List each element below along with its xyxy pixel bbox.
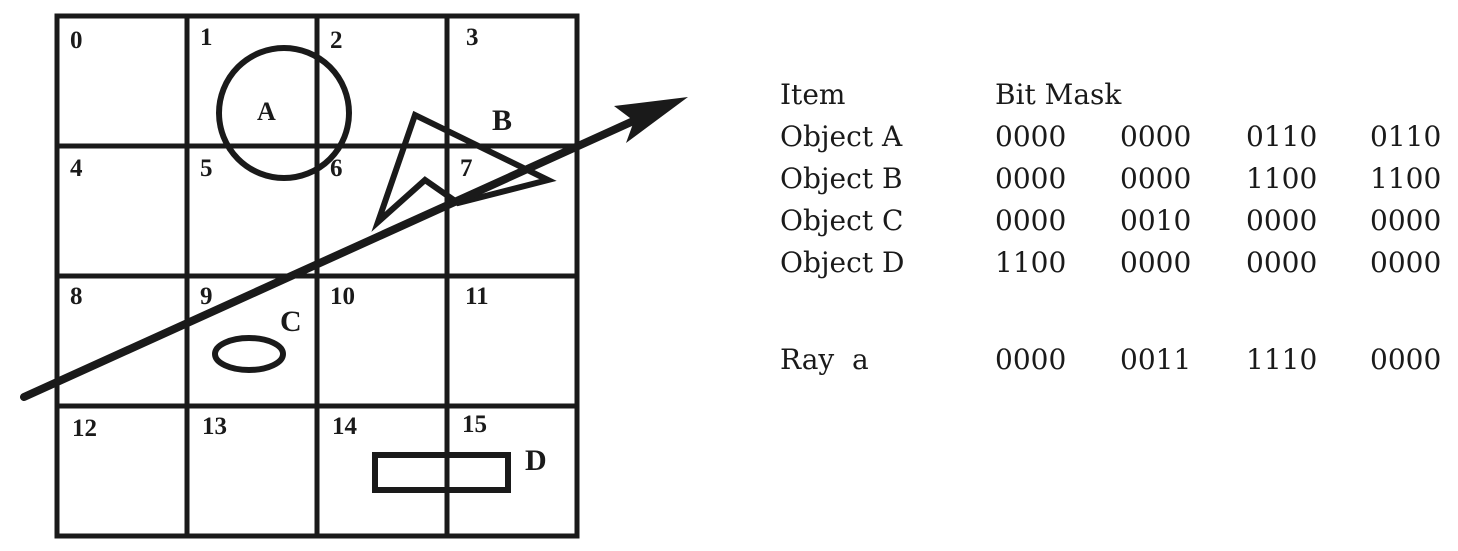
cell-number: 1	[200, 24, 213, 51]
row-bits: 1100	[995, 246, 1067, 279]
cell-number: 11	[465, 283, 489, 310]
cell-number: 3	[466, 24, 479, 51]
row-bits: 0000	[1370, 204, 1442, 237]
header-item: Item	[780, 78, 846, 111]
row-bits: 0000	[1246, 246, 1318, 279]
cell-number: 0	[70, 27, 83, 54]
cell-numbers: 0 1 2 3 4 5 6 7 8 9 10 11 12 13 14 15	[70, 24, 489, 442]
ray-bits: 1110	[1246, 343, 1318, 376]
cell-number: 6	[330, 155, 343, 182]
object-a-circle	[216, 45, 352, 181]
object-a-label: A	[257, 97, 276, 126]
spatial-grid-diagram: 0 1 2 3 4 5 6 7 8 9 10 11 12 13 14 15 A …	[20, 13, 688, 539]
cell-number: 5	[200, 155, 213, 182]
row-item: Object D	[780, 246, 905, 279]
ray-line	[20, 114, 644, 401]
row-bits: 1100	[1370, 162, 1442, 195]
object-d-rect	[372, 452, 511, 493]
row-item: Object B	[780, 162, 903, 195]
object-b-label: B	[492, 104, 512, 137]
row-bits: 0010	[1120, 204, 1192, 237]
row-bits: 1100	[1246, 162, 1318, 195]
cell-number: 2	[330, 27, 343, 54]
row-bits: 0000	[995, 162, 1067, 195]
ray-bits: 0011	[1120, 343, 1192, 376]
row-bits: 0000	[995, 204, 1067, 237]
row-bits: 0000	[1246, 204, 1318, 237]
cell-number: 8	[70, 283, 83, 310]
row-item: Object A	[780, 120, 903, 153]
row-bits: 0000	[1120, 162, 1192, 195]
ray-bits: 0000	[1370, 343, 1442, 376]
cell-number: 9	[200, 283, 213, 310]
row-item: Object C	[780, 204, 904, 237]
grid-lines	[54, 13, 580, 539]
row-bits: 0000	[995, 120, 1067, 153]
ray-arrowhead-icon	[614, 97, 688, 143]
row-bits: 0110	[1370, 120, 1442, 153]
cell-number: 7	[460, 155, 473, 182]
cell-number: 15	[462, 411, 487, 438]
row-bits: 0000	[1120, 120, 1192, 153]
object-c-ellipse	[212, 335, 286, 373]
row-bits: 0000	[1370, 246, 1442, 279]
object-c-label: C	[280, 305, 302, 338]
ray-bits: 0000	[995, 343, 1067, 376]
object-d-label: D	[525, 444, 547, 477]
header-bit-mask: Bit Mask	[995, 78, 1122, 111]
cell-number: 10	[330, 283, 355, 310]
cell-number: 4	[70, 155, 83, 182]
cell-number: 13	[202, 413, 227, 440]
ray-item: Ray a	[780, 343, 869, 376]
row-bits: 0000	[1120, 246, 1192, 279]
cell-number: 14	[332, 413, 358, 440]
cell-number: 12	[72, 415, 97, 442]
row-bits: 0110	[1246, 120, 1318, 153]
